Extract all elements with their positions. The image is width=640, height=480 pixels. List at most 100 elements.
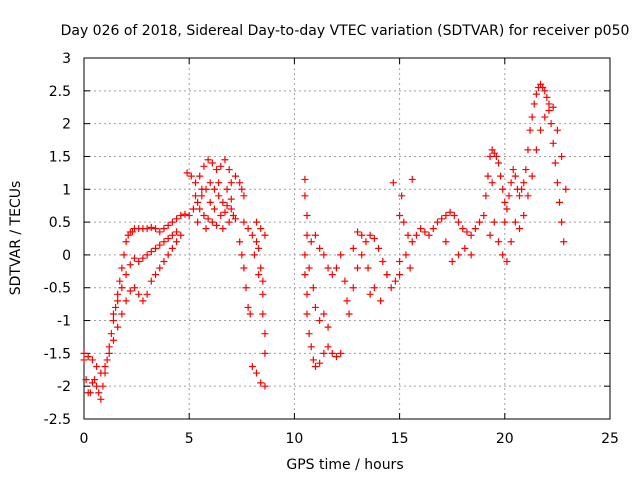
data-point [484,172,492,180]
data-point [305,264,313,272]
axis-ticks [83,57,611,420]
data-point [396,257,404,265]
data-point [364,264,372,272]
data-point [215,179,223,187]
data-point [528,172,536,180]
data-point [404,231,412,239]
y-tick-label: -2 [57,379,71,395]
data-point [324,264,332,272]
y-tick-label: -2.5 [44,412,71,428]
data-point [494,159,502,167]
data-point [324,323,332,331]
data-point [524,146,532,154]
x-tick-label: 25 [601,431,619,447]
data-point [558,218,566,226]
data-point [316,244,324,252]
data-point [370,284,378,292]
data-point [524,192,532,200]
data-point [301,271,309,279]
data-point [349,284,357,292]
data-point [189,205,197,213]
data-point [122,271,130,279]
data-point [379,257,387,265]
data-point [240,264,248,272]
data-point [467,231,475,239]
data-point [240,192,248,200]
data-point [225,166,233,174]
y-tick-label: 0 [62,248,71,264]
data-point [549,103,557,111]
data-point [358,231,366,239]
data-point [520,212,528,220]
data-point [480,212,488,220]
data-point [450,212,458,220]
data-point [208,218,216,226]
y-tick-label: -0.5 [44,281,71,297]
data-point [387,284,395,292]
data-point [173,215,181,223]
data-point [459,225,467,233]
data-point [126,261,134,269]
data-point [183,169,191,177]
data-point [261,231,269,239]
data-point [160,225,168,233]
data-point [225,218,233,226]
data-point [343,297,351,305]
data-point [526,126,534,134]
data-point [213,221,221,229]
data-point [490,218,498,226]
data-point [143,251,151,259]
data-point [101,362,109,370]
data-point [328,271,336,279]
data-point [303,310,311,318]
data-point [309,284,317,292]
data-point [164,221,172,229]
data-point [553,126,561,134]
y-tick-label: 1.5 [49,149,71,165]
data-point [307,343,315,351]
data-point [389,179,397,187]
data-point [261,349,269,357]
series-track-15-19 [396,175,484,279]
data-point [354,228,362,236]
data-point [358,251,366,259]
data-point [122,238,130,246]
data-point [88,356,96,364]
data-point [549,139,557,147]
data-point [198,185,206,193]
data-point [396,271,404,279]
data-point [255,244,263,252]
data-point [114,323,122,331]
data-point [442,238,450,246]
data-point [238,185,246,193]
data-point [362,238,370,246]
data-point [173,228,181,236]
data-point [383,271,391,279]
data-point [532,146,540,154]
data-point [139,297,147,305]
data-point [168,218,176,226]
data-point [118,264,126,272]
data-point [156,228,164,236]
data-point [147,248,155,256]
data-point [223,202,231,210]
data-point [223,185,231,193]
series-main-track [80,179,239,403]
data-point [91,376,99,384]
data-point [507,238,515,246]
data-point [103,356,111,364]
data-point [181,210,189,218]
data-point [82,376,90,384]
data-point [505,192,513,200]
data-point [114,290,122,298]
data-point [545,100,553,108]
data-point [551,159,559,167]
data-point [541,113,549,121]
data-point [112,303,120,311]
data-point [217,212,225,220]
data-point [219,198,227,206]
data-point [238,251,246,259]
data-point [202,225,210,233]
data-point [255,271,263,279]
data-point [541,87,549,95]
